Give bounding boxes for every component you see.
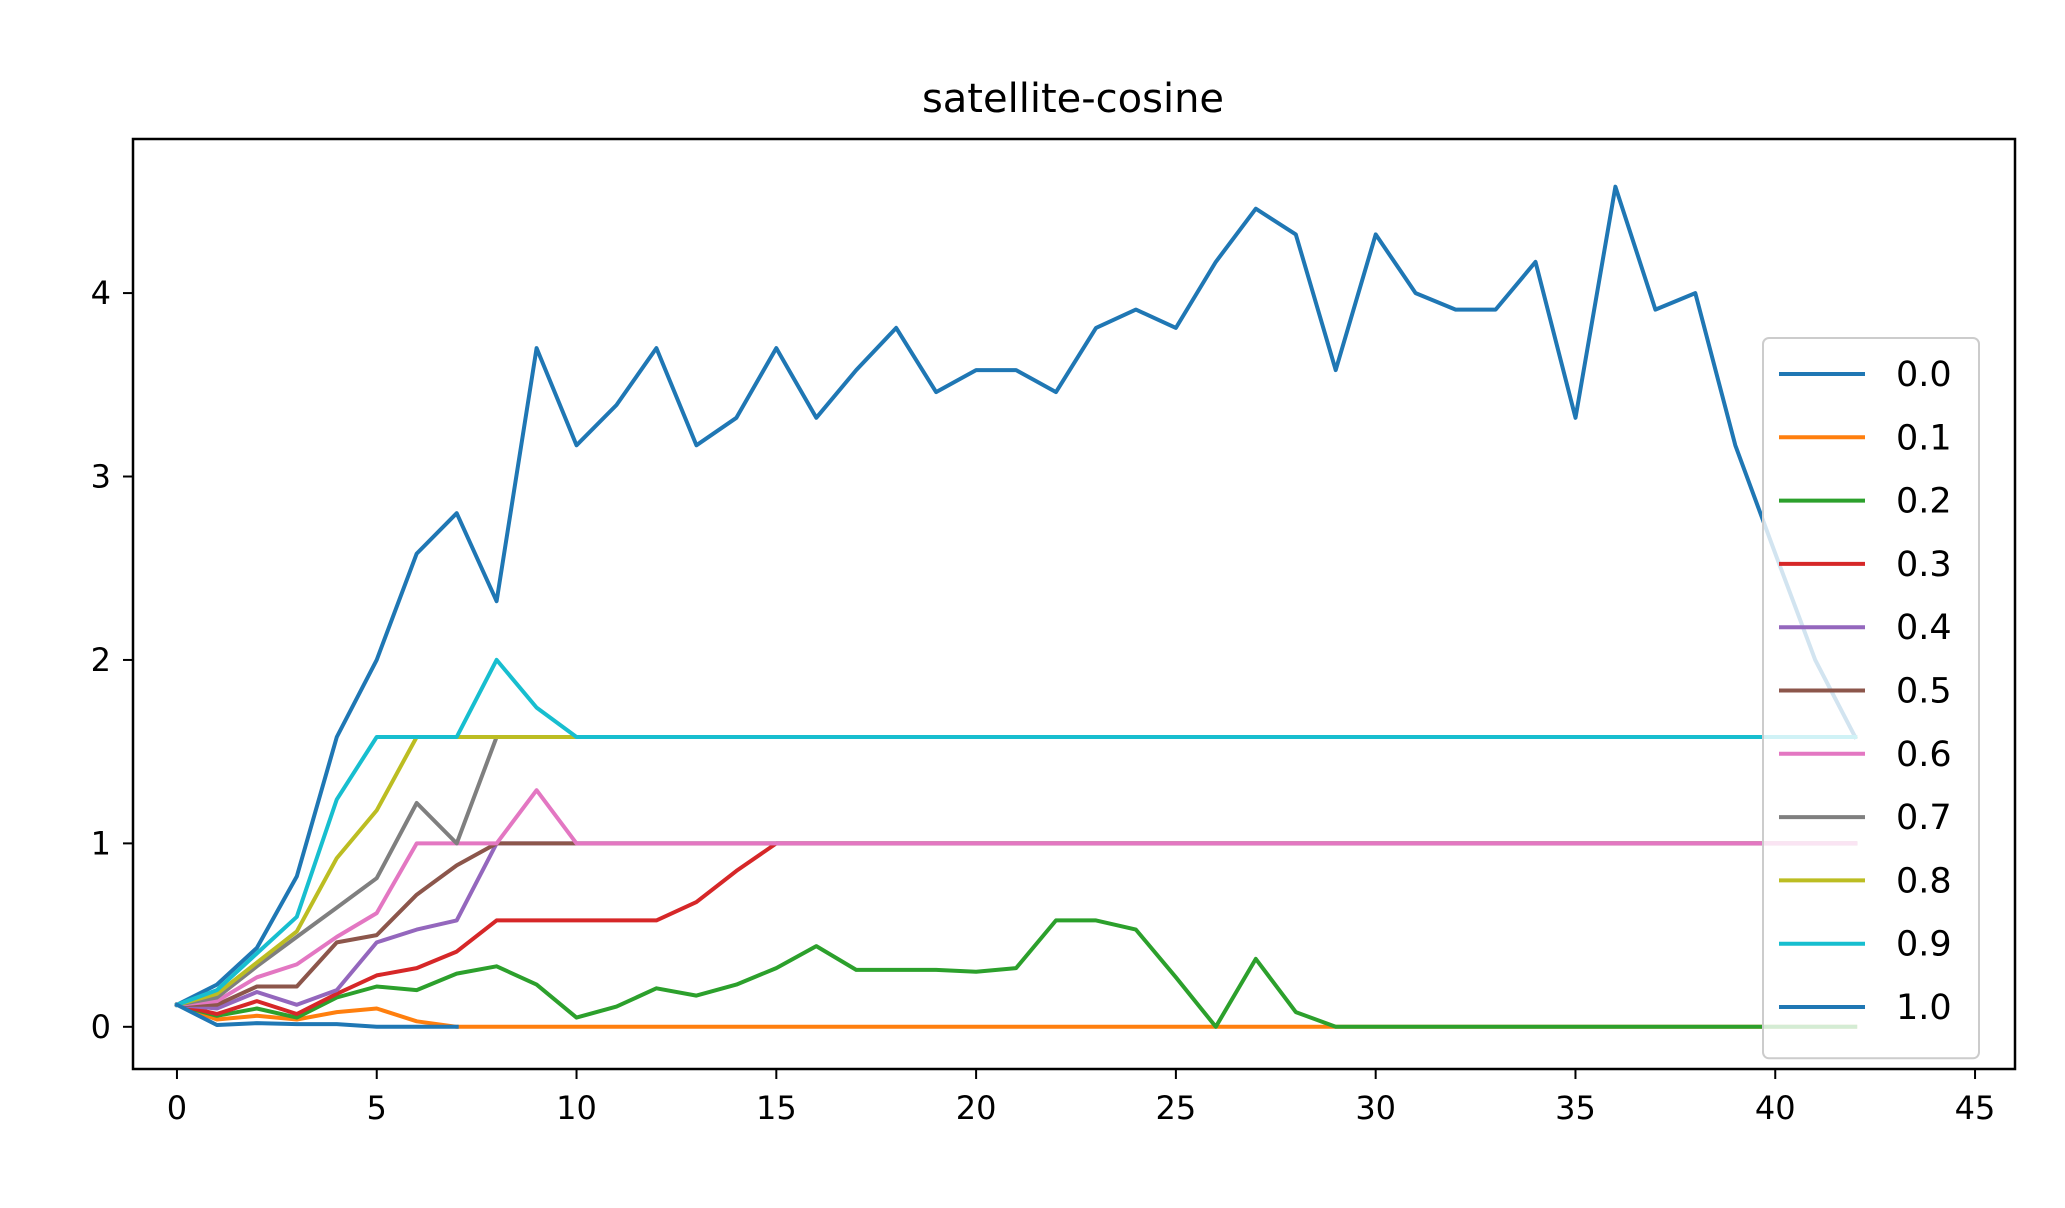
y-tick-label: 3 — [91, 458, 111, 496]
legend-label-0.6: 0.6 — [1896, 735, 1952, 775]
legend-label-0.2: 0.2 — [1896, 482, 1952, 522]
legend-box — [1762, 337, 1980, 1060]
legend: 0.0 0.1 0.2 0.3 0.4 0.5 0.6 0.7 0.8 0.9 1.0 — [1762, 337, 1980, 1060]
legend-label-0.4: 0.4 — [1896, 608, 1952, 648]
series-line-0.0 — [174, 184, 1858, 1008]
x-tick-label: 5 — [367, 1089, 387, 1127]
y-tick-label: 1 — [91, 824, 111, 862]
x-tick-label: 25 — [1156, 1089, 1197, 1127]
x-tick-label: 35 — [1555, 1089, 1596, 1127]
x-tick-label: 20 — [956, 1089, 997, 1127]
y-tick-label: 4 — [91, 274, 111, 312]
x-tick-label: 0 — [167, 1089, 187, 1127]
legend-label-0.0: 0.0 — [1896, 355, 1952, 395]
x-axis-ticks: 0 5 10 15 20 25 30 35 40 45 — [167, 1069, 1996, 1127]
series-line-0.9 — [174, 657, 1858, 1008]
legend-label-1.0: 1.0 — [1896, 988, 1952, 1028]
legend-label-0.8: 0.8 — [1896, 861, 1952, 901]
x-tick-label: 40 — [1755, 1089, 1796, 1127]
x-tick-label: 10 — [556, 1089, 597, 1127]
axes-frame — [131, 137, 2017, 1071]
chart-title: satellite-cosine — [922, 76, 1224, 122]
y-tick-label: 2 — [91, 641, 111, 679]
series-line-0.2 — [174, 918, 1858, 1029]
series-layer — [174, 184, 1858, 1029]
x-tick-label: 45 — [1955, 1089, 1996, 1127]
x-tick-label: 30 — [1355, 1089, 1396, 1127]
legend-label-0.7: 0.7 — [1896, 798, 1952, 838]
y-tick-label: 0 — [91, 1008, 111, 1046]
legend-label-0.1: 0.1 — [1896, 418, 1952, 458]
legend-label-0.5: 0.5 — [1896, 672, 1952, 712]
legend-label-0.3: 0.3 — [1896, 545, 1952, 585]
y-axis-ticks: 0 1 2 3 4 — [91, 274, 133, 1046]
x-tick-label: 15 — [756, 1089, 797, 1127]
series-line-1.0 — [174, 1002, 459, 1029]
legend-label-0.9: 0.9 — [1896, 925, 1952, 965]
